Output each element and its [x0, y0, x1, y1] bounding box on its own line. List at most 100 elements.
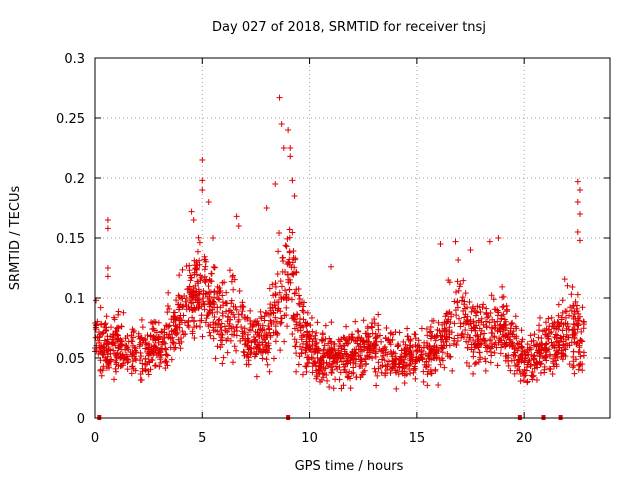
data-point [350, 364, 357, 371]
data-point [296, 315, 303, 322]
data-point [462, 327, 469, 334]
data-point [378, 369, 385, 376]
data-point [101, 354, 108, 361]
data-point [223, 289, 230, 296]
data-point [189, 328, 196, 335]
data-point [528, 372, 535, 379]
data-point [266, 285, 273, 292]
data-point [259, 322, 266, 329]
data-point [442, 328, 449, 335]
data-point [468, 308, 475, 315]
data-point [426, 329, 433, 336]
data-point [171, 346, 178, 353]
data-point [210, 335, 217, 342]
data-point [565, 334, 572, 341]
data-point [279, 254, 286, 261]
data-point [462, 320, 469, 327]
data-point [103, 340, 110, 347]
data-point [303, 322, 310, 329]
data-point [483, 323, 490, 330]
data-point [178, 338, 185, 345]
data-point [122, 335, 129, 342]
data-point [267, 334, 274, 341]
data-point [454, 278, 461, 285]
data-point [123, 344, 130, 351]
data-point [576, 361, 583, 368]
x-tick-label: 20 [516, 431, 533, 446]
data-point [537, 370, 544, 377]
data-point [97, 304, 104, 311]
data-point [326, 347, 333, 354]
data-point [547, 351, 554, 358]
data-point [322, 365, 329, 372]
data-point [153, 329, 160, 336]
data-point [108, 356, 115, 363]
data-point [155, 335, 162, 342]
points-layer [92, 94, 588, 392]
data-point [377, 363, 384, 370]
data-point [380, 352, 387, 359]
data-point [505, 362, 512, 369]
data-point [241, 325, 248, 332]
data-point [476, 349, 483, 356]
data-point [104, 217, 111, 223]
data-point [254, 341, 261, 348]
data-point [323, 359, 330, 366]
data-point [534, 360, 541, 367]
data-point [334, 359, 341, 366]
data-point [500, 333, 507, 340]
data-point [555, 301, 562, 308]
data-point [163, 351, 170, 358]
data-point [289, 259, 296, 266]
data-point [226, 325, 233, 332]
data-point [562, 314, 569, 321]
data-point [487, 337, 494, 344]
data-point [244, 315, 251, 322]
data-point [530, 356, 537, 363]
data-point [555, 312, 562, 319]
data-point [375, 359, 382, 366]
data-point [319, 331, 326, 338]
data-point [543, 352, 550, 359]
data-point [435, 319, 442, 326]
data-point [461, 298, 468, 305]
data-point [580, 318, 587, 325]
data-point [166, 305, 173, 312]
data-point [96, 344, 103, 351]
data-point [579, 367, 586, 374]
data-point [199, 187, 206, 193]
data-point [389, 353, 396, 360]
data-point [293, 269, 300, 276]
data-point [218, 341, 225, 348]
data-point [229, 272, 236, 279]
data-point [115, 344, 122, 351]
data-point [179, 295, 186, 302]
data-point [524, 347, 531, 354]
data-point [308, 314, 315, 321]
data-point [313, 343, 320, 350]
data-point [290, 312, 297, 319]
data-point [109, 341, 116, 348]
data-point [418, 347, 425, 354]
data-point [146, 359, 153, 366]
data-point [457, 281, 464, 288]
data-point [406, 342, 413, 349]
data-point [531, 331, 538, 338]
data-point [334, 366, 341, 373]
data-point [358, 348, 365, 355]
data-point [454, 332, 461, 339]
data-point [536, 346, 543, 353]
data-point [371, 316, 378, 323]
data-point [202, 263, 209, 270]
data-point [190, 324, 197, 331]
data-point [474, 309, 481, 316]
data-point [209, 306, 216, 313]
data-point [568, 291, 575, 298]
data-point [329, 366, 336, 373]
data-point [255, 342, 262, 349]
data-point [292, 343, 299, 350]
data-point [331, 340, 338, 347]
data-point [318, 357, 325, 364]
data-point [290, 270, 297, 277]
data-point [400, 338, 407, 345]
